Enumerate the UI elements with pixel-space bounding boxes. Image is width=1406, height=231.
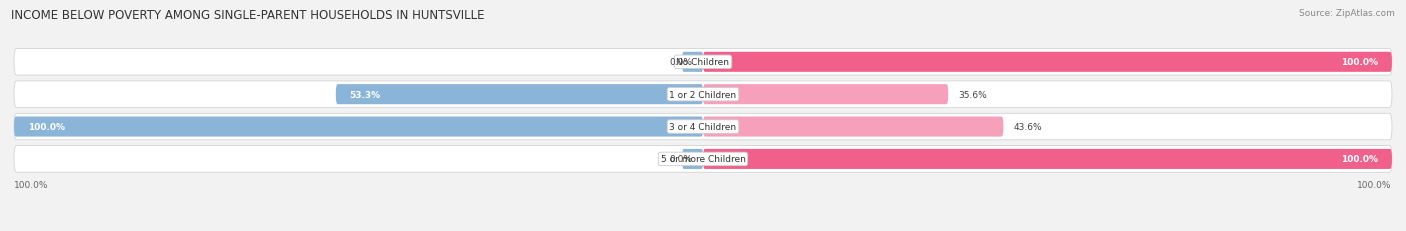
Text: 0.0%: 0.0%: [669, 58, 693, 67]
FancyBboxPatch shape: [703, 117, 1004, 137]
Text: 100.0%: 100.0%: [1341, 155, 1378, 164]
FancyBboxPatch shape: [703, 85, 948, 105]
Text: 100.0%: 100.0%: [1357, 180, 1392, 189]
FancyBboxPatch shape: [14, 82, 1392, 108]
Text: No Children: No Children: [676, 58, 730, 67]
FancyBboxPatch shape: [703, 52, 1392, 73]
Text: 100.0%: 100.0%: [1341, 58, 1378, 67]
Text: INCOME BELOW POVERTY AMONG SINGLE-PARENT HOUSEHOLDS IN HUNTSVILLE: INCOME BELOW POVERTY AMONG SINGLE-PARENT…: [11, 9, 485, 22]
Text: 5 or more Children: 5 or more Children: [661, 155, 745, 164]
Text: 100.0%: 100.0%: [28, 122, 65, 131]
Text: 3 or 4 Children: 3 or 4 Children: [669, 122, 737, 131]
FancyBboxPatch shape: [336, 85, 703, 105]
FancyBboxPatch shape: [682, 52, 703, 73]
Text: 53.3%: 53.3%: [350, 90, 381, 99]
FancyBboxPatch shape: [14, 146, 1392, 173]
FancyBboxPatch shape: [14, 117, 703, 137]
FancyBboxPatch shape: [703, 149, 1392, 169]
FancyBboxPatch shape: [682, 149, 703, 169]
FancyBboxPatch shape: [14, 114, 1392, 140]
FancyBboxPatch shape: [14, 49, 1392, 76]
Text: 100.0%: 100.0%: [14, 180, 49, 189]
Text: Source: ZipAtlas.com: Source: ZipAtlas.com: [1299, 9, 1395, 18]
Text: 43.6%: 43.6%: [1014, 122, 1042, 131]
Text: 35.6%: 35.6%: [959, 90, 987, 99]
Text: 0.0%: 0.0%: [669, 155, 693, 164]
Text: 1 or 2 Children: 1 or 2 Children: [669, 90, 737, 99]
